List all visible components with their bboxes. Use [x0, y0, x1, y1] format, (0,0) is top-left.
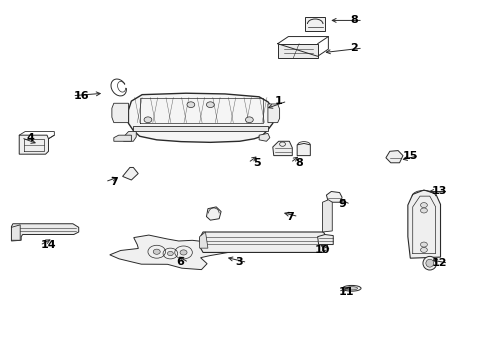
Polygon shape: [322, 200, 331, 232]
Circle shape: [420, 247, 427, 252]
Polygon shape: [112, 103, 128, 123]
Circle shape: [153, 249, 160, 254]
Polygon shape: [297, 143, 310, 156]
Text: 11: 11: [339, 287, 354, 297]
Polygon shape: [122, 167, 138, 180]
Text: 12: 12: [431, 258, 447, 268]
Polygon shape: [322, 235, 327, 251]
Polygon shape: [128, 93, 272, 142]
Polygon shape: [407, 190, 440, 258]
Circle shape: [420, 242, 427, 247]
Text: 6: 6: [176, 257, 183, 267]
Polygon shape: [206, 207, 221, 220]
Text: 8: 8: [349, 15, 357, 26]
Polygon shape: [385, 150, 402, 163]
Text: 13: 13: [431, 186, 447, 197]
Polygon shape: [259, 134, 269, 141]
Circle shape: [420, 203, 427, 208]
Polygon shape: [11, 225, 20, 240]
Text: 16: 16: [73, 91, 89, 101]
Polygon shape: [199, 232, 327, 252]
Ellipse shape: [345, 287, 357, 290]
Polygon shape: [272, 141, 292, 156]
Polygon shape: [19, 135, 48, 154]
Text: 4: 4: [26, 133, 34, 143]
Circle shape: [144, 117, 152, 123]
Circle shape: [180, 250, 187, 255]
Text: 8: 8: [295, 158, 303, 168]
Polygon shape: [199, 232, 207, 248]
Polygon shape: [277, 44, 317, 58]
Text: 7: 7: [110, 177, 118, 187]
Circle shape: [186, 102, 194, 108]
Text: 1: 1: [274, 96, 282, 106]
Polygon shape: [123, 132, 136, 141]
Circle shape: [245, 117, 253, 123]
Circle shape: [167, 251, 173, 256]
Polygon shape: [110, 235, 228, 270]
Text: 9: 9: [337, 199, 345, 210]
Polygon shape: [326, 192, 341, 202]
Text: 3: 3: [234, 257, 242, 267]
Polygon shape: [317, 234, 332, 244]
Ellipse shape: [422, 256, 436, 270]
Circle shape: [420, 208, 427, 213]
Ellipse shape: [342, 285, 360, 291]
Text: 15: 15: [402, 150, 417, 161]
Polygon shape: [267, 104, 279, 123]
Text: 7: 7: [285, 212, 293, 221]
Text: 14: 14: [41, 240, 56, 250]
Polygon shape: [305, 17, 325, 31]
Ellipse shape: [425, 259, 433, 267]
Text: 2: 2: [349, 43, 357, 53]
Circle shape: [206, 102, 214, 108]
Polygon shape: [133, 126, 267, 131]
Text: 5: 5: [252, 158, 260, 168]
Polygon shape: [114, 135, 131, 141]
Text: 10: 10: [314, 245, 329, 255]
Polygon shape: [11, 224, 79, 241]
